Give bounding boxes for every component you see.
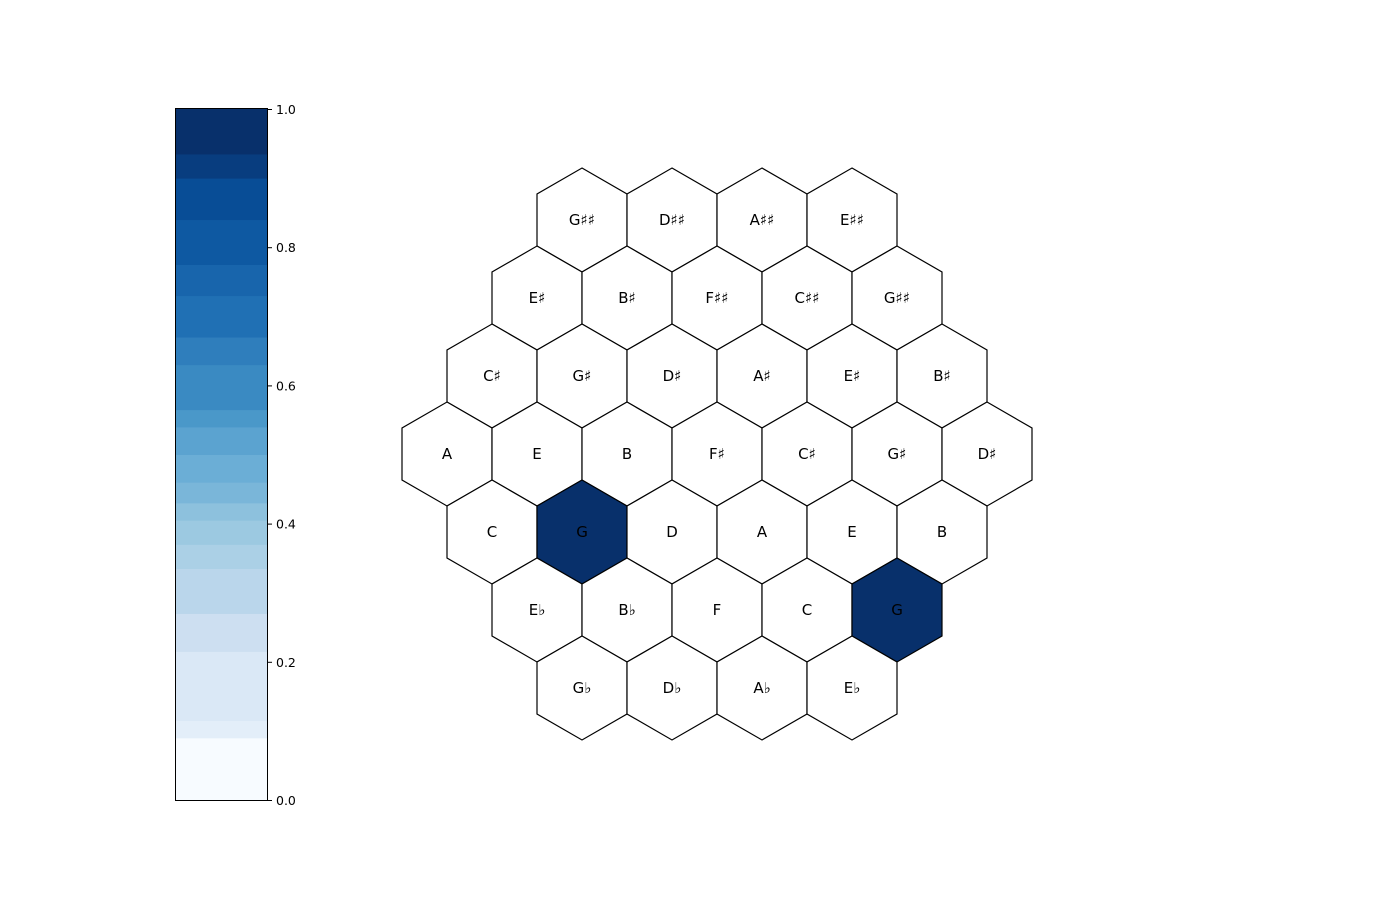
hex-label: G: [576, 523, 588, 541]
hex-label: G♯♯: [884, 289, 910, 307]
hex-cell: G♯: [536, 323, 628, 429]
colorbar-band: [176, 454, 267, 483]
hex-label: A: [757, 523, 768, 541]
hex-label: C: [487, 523, 497, 541]
colorbar-ticks: 0.0 0.2 0.4 0.6 0.8 1.0: [267, 102, 296, 808]
hex-label: A♭: [753, 679, 770, 697]
hex-label: G: [891, 601, 903, 619]
colorbar-band: [176, 264, 267, 297]
hex-cell: A♭: [716, 635, 808, 741]
hex-label: B: [622, 445, 632, 463]
hex-label: B♯: [933, 367, 951, 385]
hex-label: D♭: [663, 679, 682, 697]
hex-label: E♯: [529, 289, 546, 307]
hex-label: G♯: [573, 367, 592, 385]
hex-label: B♭: [618, 601, 635, 619]
hex-label: E♭: [844, 679, 861, 697]
colorbar-band: [176, 544, 267, 570]
hex-cell: G♯♯: [851, 245, 943, 351]
hex-cell: E♯♯: [806, 167, 898, 273]
colorbar-band: [176, 568, 267, 614]
hex-cell: E♭: [806, 635, 898, 741]
hex-label: E: [847, 523, 856, 541]
colorbar-band: [176, 520, 267, 545]
hex-label: F♯: [709, 445, 725, 463]
hex-label: C♯: [483, 367, 501, 385]
hex-label: D: [666, 523, 678, 541]
hex-label: B: [937, 523, 947, 541]
hex-label: F: [713, 601, 722, 619]
hex-label: B♯: [618, 289, 636, 307]
colorbar-tick-label: 1.0: [276, 102, 296, 117]
hex-shape: [806, 635, 898, 741]
hex-cell: G♯♯: [536, 167, 628, 273]
colorbar-band: [176, 295, 267, 338]
hex-cell: G♭: [536, 635, 628, 741]
hex-label: E♭: [529, 601, 546, 619]
colorbar: 0.0 0.2 0.4 0.6 0.8 1.0: [175, 102, 296, 808]
hex-label: E: [532, 445, 541, 463]
colorbar-frame: [175, 108, 268, 801]
colorbar-band: [176, 502, 267, 521]
hex-label: D♯: [663, 367, 682, 385]
colorbar-band: [176, 720, 267, 739]
colorbar-tick-label: 0.8: [276, 240, 296, 255]
hex-label: C♯: [798, 445, 816, 463]
hex-label: E♯: [844, 367, 861, 385]
colorbar-band: [176, 651, 267, 722]
hex-cell: F♯♯: [671, 245, 763, 351]
hex-label: G♯: [888, 445, 907, 463]
hex-label: A: [442, 445, 453, 463]
hex-grid: G♯♯ D♯♯ A♯♯ E♯♯ E♯ B♯ F♯♯ C♯♯ G♯♯ C♯ G♯ D♯ A♯ E♯ B♯ A E B…: [401, 167, 1033, 741]
colorbar-band: [176, 426, 267, 455]
hex-label: F♯♯: [705, 289, 728, 307]
colorbar-band: [176, 178, 267, 221]
hex-label: G♭: [573, 679, 592, 697]
colorbar-band: [176, 364, 267, 411]
hex-label: G♯♯: [569, 211, 595, 229]
colorbar-band: [176, 109, 267, 155]
hex-label: A♯: [753, 367, 771, 385]
hex-label: A♯♯: [750, 211, 775, 229]
colorbar-tick-label: 0.4: [276, 517, 296, 532]
colorbar-bands: [176, 109, 267, 801]
colorbar-tick-label: 0.2: [276, 655, 296, 670]
hex-label: E♯♯: [840, 211, 864, 229]
colorbar-band: [176, 409, 267, 428]
colorbar-band: [176, 153, 267, 179]
colorbar-band: [176, 737, 267, 801]
hex-label: D♯: [978, 445, 997, 463]
colorbar-band: [176, 482, 267, 504]
hex-label: C: [802, 601, 812, 619]
colorbar-band: [176, 219, 267, 265]
hex-cell: D♯: [941, 401, 1033, 507]
colorbar-tick-label: 0.0: [276, 793, 296, 808]
colorbar-tick-label: 0.6: [276, 378, 296, 393]
colorbar-band: [176, 337, 267, 366]
colorbar-band: [176, 613, 267, 652]
hex-label: C♯♯: [795, 289, 820, 307]
hex-label: D♯♯: [659, 211, 685, 229]
